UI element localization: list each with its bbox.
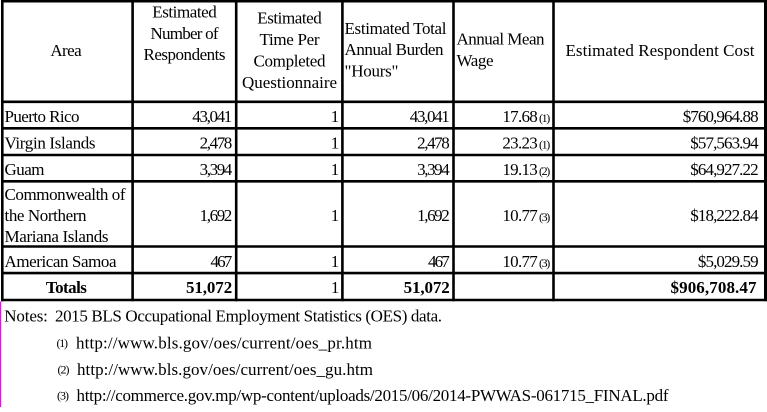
svg-text:1,692: 1,692 [417, 206, 450, 225]
svg-text:Estimated: Estimated [257, 9, 322, 28]
svg-text:Questionnaire: Questionnaire [242, 73, 337, 92]
svg-text:51,072: 51,072 [186, 278, 232, 297]
svg-text:3,394: 3,394 [417, 160, 450, 179]
svg-text:1: 1 [331, 278, 340, 297]
svg-text:1: 1 [331, 160, 340, 179]
svg-text:19.13: 19.13 [502, 160, 537, 179]
svg-text:the Northern: the Northern [5, 206, 88, 225]
svg-text:17.68: 17.68 [502, 107, 537, 126]
svg-text:http://www.bls.gov/oes/current: http://www.bls.gov/oes/current/oes_gu.ht… [77, 360, 373, 379]
svg-text:1,692: 1,692 [200, 206, 233, 225]
svg-text:43,041: 43,041 [192, 107, 232, 126]
svg-text:"Hours": "Hours" [345, 62, 399, 81]
svg-text:(1): (1) [539, 137, 550, 151]
svg-text:Notes:: Notes: [4, 307, 48, 326]
svg-text:(3): (3) [539, 210, 550, 224]
svg-text:American Samoa: American Samoa [5, 252, 117, 271]
svg-text:Mariana Islands: Mariana Islands [5, 227, 109, 246]
svg-text:43,041: 43,041 [410, 107, 450, 126]
svg-text:1: 1 [331, 133, 340, 152]
svg-text:(1): (1) [57, 336, 69, 350]
svg-text:Area: Area [50, 41, 82, 60]
svg-text:Number of: Number of [151, 24, 219, 43]
svg-text:Estimated Respondent Cost: Estimated Respondent Cost [566, 41, 755, 60]
svg-text:Wage: Wage [457, 51, 494, 70]
svg-text:Completed: Completed [254, 52, 327, 71]
svg-text:Totals: Totals [46, 278, 87, 297]
svg-text:(2): (2) [58, 362, 70, 376]
svg-text:Virgin Islands: Virgin Islands [5, 133, 96, 152]
svg-text:Puerto Rico: Puerto Rico [5, 107, 80, 126]
svg-text:1: 1 [331, 206, 340, 225]
svg-text:10.77: 10.77 [502, 252, 538, 271]
svg-text:(1): (1) [539, 111, 550, 125]
svg-text:$57,563.94: $57,563.94 [690, 133, 759, 152]
svg-text:$5,029.59: $5,029.59 [698, 252, 759, 271]
svg-text:http://www.bls.gov/oes/current: http://www.bls.gov/oes/current/oes_pr.ht… [76, 334, 372, 353]
svg-text:51,072: 51,072 [404, 278, 450, 297]
svg-text:(2): (2) [539, 164, 550, 178]
svg-text:2,478: 2,478 [200, 133, 233, 152]
svg-text:http://commerce.gov.mp/wp-cont: http://commerce.gov.mp/wp-content/upload… [77, 386, 669, 405]
svg-text:$906,708.47: $906,708.47 [671, 278, 758, 297]
svg-text:$64,927.22: $64,927.22 [690, 160, 758, 179]
svg-text:(3): (3) [57, 389, 69, 403]
svg-text:2,478: 2,478 [417, 133, 450, 152]
svg-text:Guam: Guam [5, 160, 45, 179]
svg-text:467: 467 [428, 252, 450, 271]
svg-text:1: 1 [331, 252, 340, 271]
svg-text:Annual Mean: Annual Mean [457, 30, 546, 49]
svg-text:3,394: 3,394 [200, 160, 233, 179]
svg-text:$760,964.88: $760,964.88 [683, 107, 759, 126]
svg-text:$18,222.84: $18,222.84 [690, 206, 759, 225]
svg-text:Estimated: Estimated [152, 3, 217, 22]
svg-text:Commonwealth of: Commonwealth of [5, 185, 126, 204]
svg-text:23.23: 23.23 [502, 133, 537, 152]
svg-text:10.77: 10.77 [502, 206, 538, 225]
svg-text:467: 467 [211, 252, 233, 271]
svg-text:2015 BLS Occupational Employme: 2015 BLS Occupational Employment Statist… [55, 307, 442, 326]
svg-text:Estimated Total: Estimated Total [345, 19, 447, 38]
svg-text:1: 1 [331, 107, 340, 126]
svg-text:Respondents: Respondents [144, 45, 226, 64]
svg-text:Annual Burden: Annual Burden [345, 40, 445, 59]
svg-text:(3): (3) [539, 256, 550, 270]
svg-text:Time Per: Time Per [260, 30, 320, 49]
